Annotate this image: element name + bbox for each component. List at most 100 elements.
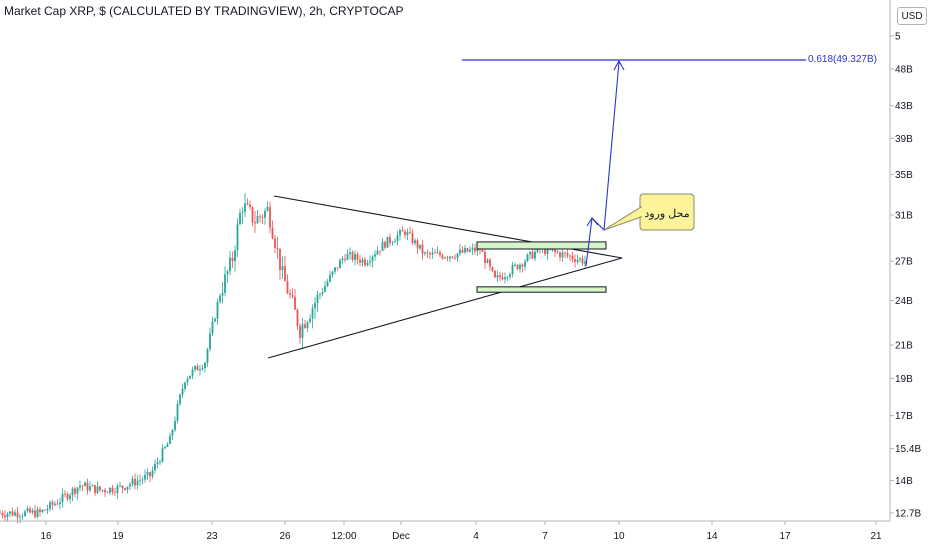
candle-body xyxy=(326,281,329,286)
candle-body xyxy=(489,259,491,267)
candle-body xyxy=(339,260,341,269)
candle-body xyxy=(344,258,346,260)
candle-body xyxy=(51,502,54,505)
candle-body xyxy=(189,375,191,379)
candle-body xyxy=(551,249,554,251)
candle-body xyxy=(399,230,401,236)
candle-body xyxy=(501,277,504,280)
y-tick-label: 5 xyxy=(895,31,901,42)
candle-body xyxy=(204,362,206,369)
candle-body xyxy=(244,203,246,212)
candle-body xyxy=(561,252,564,258)
candle-body xyxy=(496,275,499,278)
candle-body xyxy=(309,318,311,323)
candle-body xyxy=(294,296,296,310)
y-tick-label: 39B xyxy=(895,134,913,145)
candle-body xyxy=(391,242,394,244)
candle-body xyxy=(379,250,381,252)
x-tick-label: 12:00 xyxy=(331,531,356,542)
candle-body xyxy=(181,388,184,395)
y-tick-label: 27B xyxy=(895,257,913,268)
candle-body xyxy=(201,368,204,370)
candle-body xyxy=(439,252,441,256)
y-tick-label: 48B xyxy=(895,65,913,76)
candle-body xyxy=(356,254,359,260)
candle-body xyxy=(191,369,194,376)
candle-body xyxy=(361,259,364,263)
chart-title: Market Cap XRP, $ (CALCULATED BY TRADING… xyxy=(4,4,404,18)
candle-body xyxy=(444,257,446,259)
y-tick-label: 21B xyxy=(895,341,913,352)
candle-body xyxy=(234,250,236,262)
candle-body xyxy=(139,480,141,481)
candle-body xyxy=(71,488,74,496)
candle-body xyxy=(141,479,144,481)
candle-body xyxy=(324,285,326,292)
triangle-lower-line xyxy=(267,257,623,359)
candle-body xyxy=(564,252,566,254)
candle-body xyxy=(359,259,361,263)
candle-body xyxy=(21,516,24,517)
y-tick-label: 14B xyxy=(895,476,913,487)
candle-body xyxy=(256,216,259,224)
candle-body xyxy=(491,266,494,271)
candle-body xyxy=(239,212,241,225)
candle-body xyxy=(156,462,159,465)
candle-body xyxy=(59,502,61,505)
candle-body xyxy=(519,264,521,270)
candle-body xyxy=(151,470,154,477)
candle-body xyxy=(314,302,316,309)
candle-body xyxy=(556,251,559,253)
candle-body xyxy=(154,464,156,471)
candle-body xyxy=(126,486,129,490)
projection-arrow-small xyxy=(586,217,599,227)
candle-body xyxy=(259,216,261,218)
candle-body xyxy=(289,293,291,295)
candle-body xyxy=(9,511,11,514)
candle-body xyxy=(84,482,86,487)
candle-body xyxy=(94,485,96,493)
candle-body xyxy=(569,255,571,257)
x-tick-label: 7 xyxy=(542,531,548,542)
candle-body xyxy=(11,511,14,516)
candle-body xyxy=(206,349,209,363)
candle-body xyxy=(249,204,251,207)
candle-body xyxy=(274,238,276,248)
currency-button[interactable]: USD xyxy=(897,7,927,25)
candle-body xyxy=(194,365,196,370)
candle-body xyxy=(409,231,411,233)
candle-body xyxy=(419,244,421,249)
candle-body xyxy=(86,482,89,491)
candle-body xyxy=(261,216,264,218)
candle-body xyxy=(524,261,526,267)
candle-body xyxy=(131,478,134,485)
candle-body xyxy=(544,247,546,255)
candle-body xyxy=(81,485,84,487)
candle-body xyxy=(56,503,59,505)
candle-body xyxy=(146,472,149,475)
candle-body xyxy=(24,511,26,517)
candle-body xyxy=(211,321,214,334)
candle-body xyxy=(354,254,356,260)
candle-body xyxy=(209,333,211,350)
candle-body xyxy=(121,485,124,489)
x-tick-label: 19 xyxy=(112,531,124,542)
x-tick-label: 21 xyxy=(870,531,882,542)
candle-body xyxy=(451,256,454,258)
candle-body xyxy=(484,252,486,263)
candle-body xyxy=(16,512,19,518)
candle-body xyxy=(316,294,319,303)
x-tick-label: 16 xyxy=(40,531,52,542)
candle-body xyxy=(376,250,379,255)
x-tick-label: Dec xyxy=(392,531,410,542)
candle-body xyxy=(171,430,174,436)
x-tick-label: 17 xyxy=(779,531,791,542)
candle-body xyxy=(406,231,409,236)
candle-body xyxy=(506,276,509,278)
candle-body xyxy=(581,258,584,264)
candle-body xyxy=(169,435,171,445)
candle-body xyxy=(26,508,29,512)
candle-body xyxy=(434,252,436,254)
candle-body xyxy=(441,255,444,259)
